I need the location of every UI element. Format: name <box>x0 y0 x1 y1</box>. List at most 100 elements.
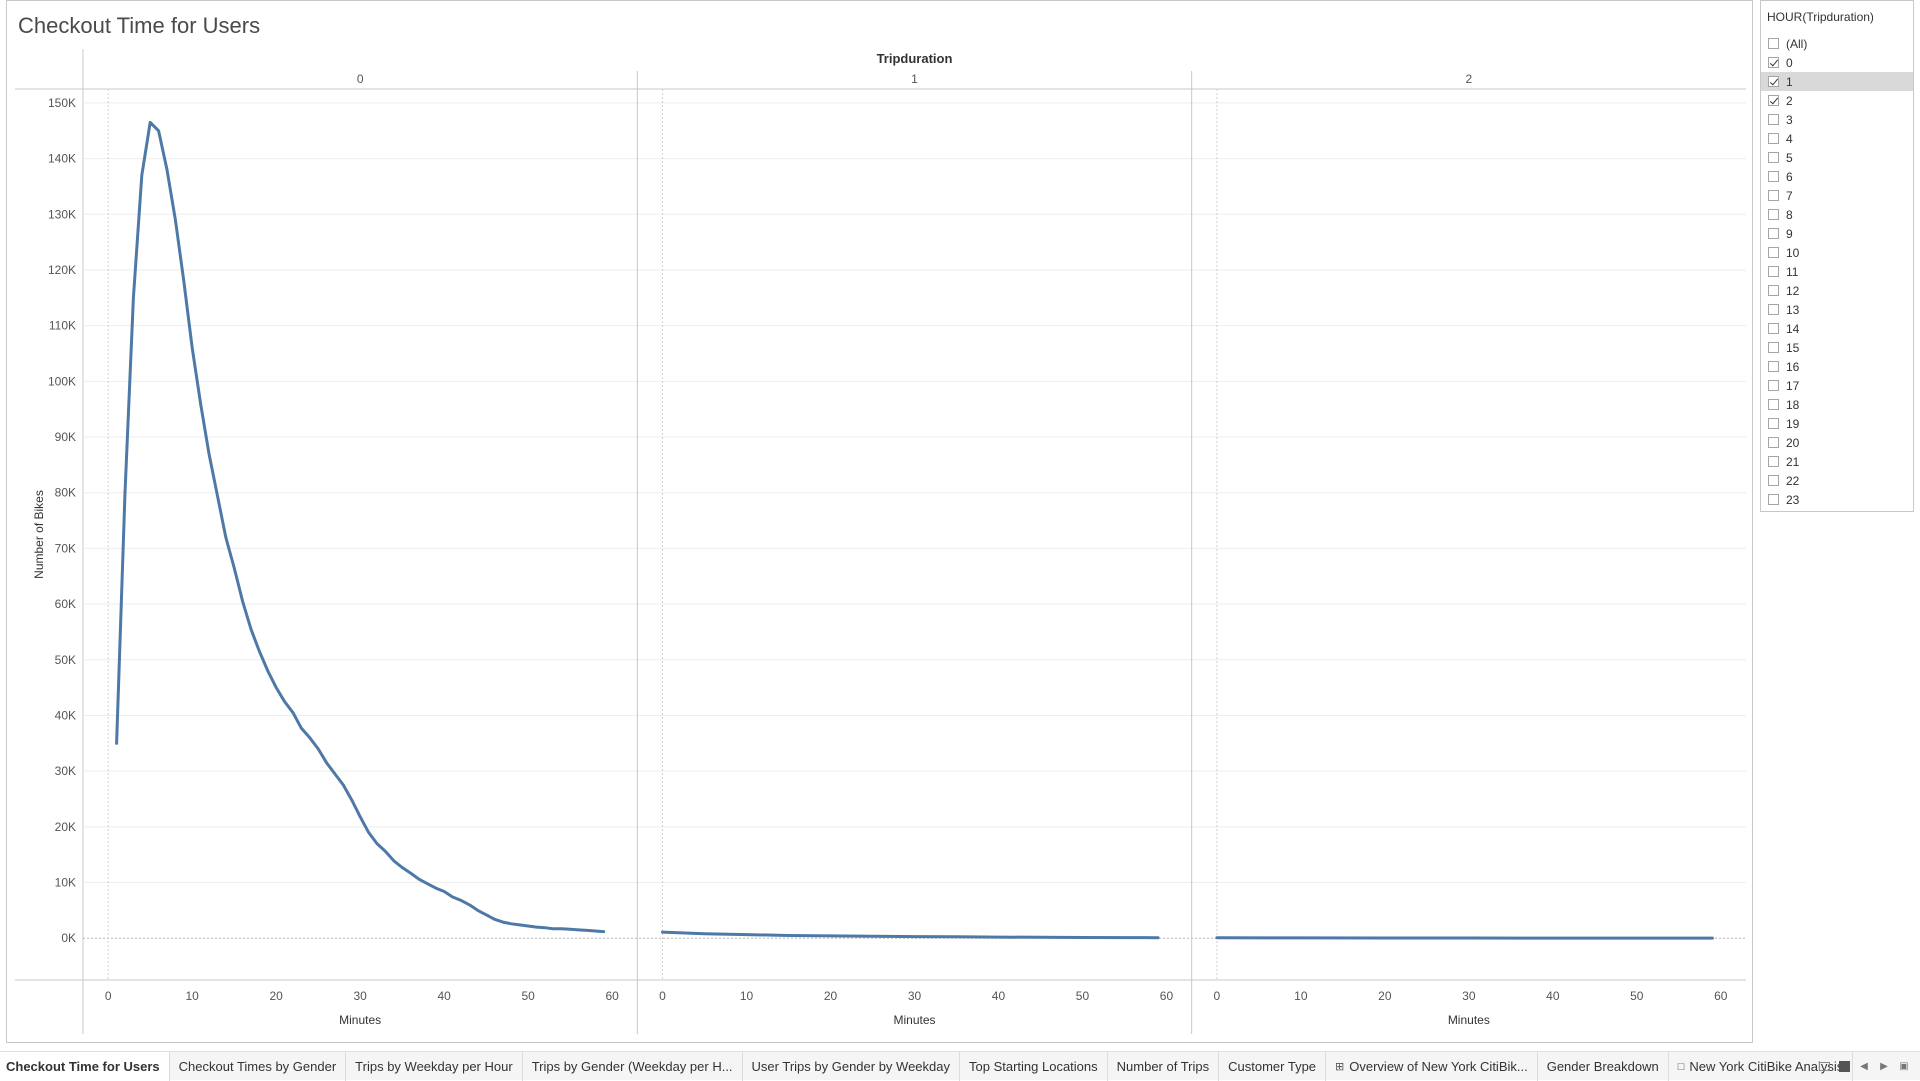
filter-item[interactable]: 3 <box>1761 110 1913 129</box>
checkbox-unchecked-icon[interactable] <box>1768 114 1779 125</box>
filter-item[interactable]: 8 <box>1761 205 1913 224</box>
checkbox-unchecked-icon[interactable] <box>1768 456 1779 467</box>
y-tick-label: 40K <box>55 708 76 722</box>
previous-sheet-button[interactable]: ◀ <box>1854 1057 1874 1077</box>
sheet-tab-label: Checkout Times by Gender <box>179 1059 337 1074</box>
sheet-tab[interactable]: Customer Type <box>1219 1052 1326 1081</box>
checkbox-unchecked-icon[interactable] <box>1768 418 1779 429</box>
checkbox-unchecked-icon[interactable] <box>1768 494 1779 505</box>
sheet-tab[interactable]: Checkout Time for Users <box>0 1052 170 1081</box>
sheet-tab-label: Number of Trips <box>1117 1059 1209 1074</box>
filter-item-label: 23 <box>1786 493 1799 507</box>
x-tick-label: 50 <box>1630 989 1644 1003</box>
sheet-tab[interactable]: User Trips by Gender by Weekday <box>743 1052 960 1081</box>
filter-item-label: 18 <box>1786 398 1799 412</box>
filter-item-label: 16 <box>1786 360 1799 374</box>
checkbox-unchecked-icon[interactable] <box>1768 437 1779 448</box>
checkbox-unchecked-icon[interactable] <box>1768 285 1779 296</box>
filter-item-label: 1 <box>1786 75 1793 89</box>
checkbox-unchecked-icon[interactable] <box>1768 38 1779 49</box>
filter-item[interactable]: 2 <box>1761 91 1913 110</box>
checkbox-unchecked-icon[interactable] <box>1768 304 1779 315</box>
y-tick-label: 70K <box>55 541 76 555</box>
checkbox-unchecked-icon[interactable] <box>1768 475 1779 486</box>
filter-item[interactable]: 7 <box>1761 186 1913 205</box>
y-tick-label: 80K <box>55 486 76 500</box>
x-axis-title: Minutes <box>893 1013 935 1027</box>
filter-item[interactable]: 18 <box>1761 395 1913 414</box>
filter-item[interactable]: 6 <box>1761 167 1913 186</box>
checkbox-unchecked-icon[interactable] <box>1768 361 1779 372</box>
checkbox-unchecked-icon[interactable] <box>1768 342 1779 353</box>
sheet-tab[interactable]: Gender Breakdown <box>1538 1052 1669 1081</box>
show-tabs-button[interactable] <box>1834 1057 1854 1077</box>
sheet-tab[interactable]: Top Starting Locations <box>960 1052 1108 1081</box>
sheet-tab[interactable]: Checkout Times by Gender <box>170 1052 347 1081</box>
sheet-tab[interactable]: Trips by Gender (Weekday per H... <box>523 1052 743 1081</box>
y-tick-label: 20K <box>55 820 76 834</box>
x-tick-label: 10 <box>186 989 200 1003</box>
filter-item[interactable]: 21 <box>1761 452 1913 471</box>
filter-item[interactable]: 14 <box>1761 319 1913 338</box>
filter-item[interactable]: 22 <box>1761 471 1913 490</box>
checkbox-checked-icon[interactable] <box>1768 76 1779 87</box>
checkbox-unchecked-icon[interactable] <box>1768 323 1779 334</box>
x-axis-title: Minutes <box>339 1013 381 1027</box>
sheet-tab[interactable]: Trips by Weekday per Hour <box>346 1052 523 1081</box>
checkbox-unchecked-icon[interactable] <box>1768 209 1779 220</box>
sheet-tab-label: Trips by Gender (Weekday per H... <box>532 1059 733 1074</box>
series-line-panel-0 <box>117 122 604 931</box>
y-tick-label: 120K <box>48 263 76 277</box>
filter-item[interactable]: 15 <box>1761 338 1913 357</box>
filter-item[interactable]: 11 <box>1761 262 1913 281</box>
filter-item[interactable]: 4 <box>1761 129 1913 148</box>
filter-item[interactable]: 0 <box>1761 53 1913 72</box>
next-sheet-button[interactable]: ▶ <box>1874 1057 1894 1077</box>
filter-item-label: 0 <box>1786 56 1793 70</box>
chevron-right-icon: ▶ <box>1880 1061 1888 1072</box>
show-filmstrip-button[interactable] <box>1814 1057 1834 1077</box>
filter-item-label: 3 <box>1786 113 1793 127</box>
filter-item[interactable]: 20 <box>1761 433 1913 452</box>
filter-item[interactable]: 10 <box>1761 243 1913 262</box>
y-tick-label: 90K <box>55 430 76 444</box>
filter-item[interactable]: 9 <box>1761 224 1913 243</box>
filter-item[interactable]: 16 <box>1761 357 1913 376</box>
checkbox-unchecked-icon[interactable] <box>1768 228 1779 239</box>
x-tick-label: 0 <box>1214 989 1221 1003</box>
y-tick-label: 150K <box>48 96 76 110</box>
filter-item-label: 14 <box>1786 322 1799 336</box>
x-tick-label: 40 <box>992 989 1006 1003</box>
filter-item[interactable]: 5 <box>1761 148 1913 167</box>
sheet-tab[interactable]: ⊞Overview of New York CitiBik... <box>1326 1052 1538 1081</box>
tabs-icon <box>1839 1061 1850 1072</box>
sheet-tab[interactable]: Number of Trips <box>1108 1052 1219 1081</box>
presentation-icon: ▣ <box>1899 1061 1908 1072</box>
filter-item[interactable]: 12 <box>1761 281 1913 300</box>
x-tick-label: 30 <box>1462 989 1476 1003</box>
series-line-panel-1 <box>663 932 1159 938</box>
filter-item[interactable]: 23 <box>1761 490 1913 509</box>
checkbox-unchecked-icon[interactable] <box>1768 247 1779 258</box>
x-tick-label: 50 <box>1076 989 1090 1003</box>
filter-item-label: 13 <box>1786 303 1799 317</box>
checkbox-unchecked-icon[interactable] <box>1768 266 1779 277</box>
checkbox-unchecked-icon[interactable] <box>1768 171 1779 182</box>
column-header: Tripduration <box>877 51 953 66</box>
filter-item[interactable]: 1 <box>1761 72 1913 91</box>
checkbox-unchecked-icon[interactable] <box>1768 380 1779 391</box>
checkbox-unchecked-icon[interactable] <box>1768 190 1779 201</box>
filter-item[interactable]: (All) <box>1761 34 1913 53</box>
filter-item[interactable]: 17 <box>1761 376 1913 395</box>
checkbox-checked-icon[interactable] <box>1768 57 1779 68</box>
filter-item[interactable]: 13 <box>1761 300 1913 319</box>
x-tick-label: 0 <box>659 989 666 1003</box>
checkbox-checked-icon[interactable] <box>1768 95 1779 106</box>
checkbox-unchecked-icon[interactable] <box>1768 399 1779 410</box>
checkbox-unchecked-icon[interactable] <box>1768 133 1779 144</box>
tab-controls: ◀ ▶ ▣ <box>1814 1052 1914 1081</box>
filter-item[interactable]: 19 <box>1761 414 1913 433</box>
presentation-mode-button[interactable]: ▣ <box>1894 1057 1914 1077</box>
checkbox-unchecked-icon[interactable] <box>1768 152 1779 163</box>
filter-item-label: 12 <box>1786 284 1799 298</box>
